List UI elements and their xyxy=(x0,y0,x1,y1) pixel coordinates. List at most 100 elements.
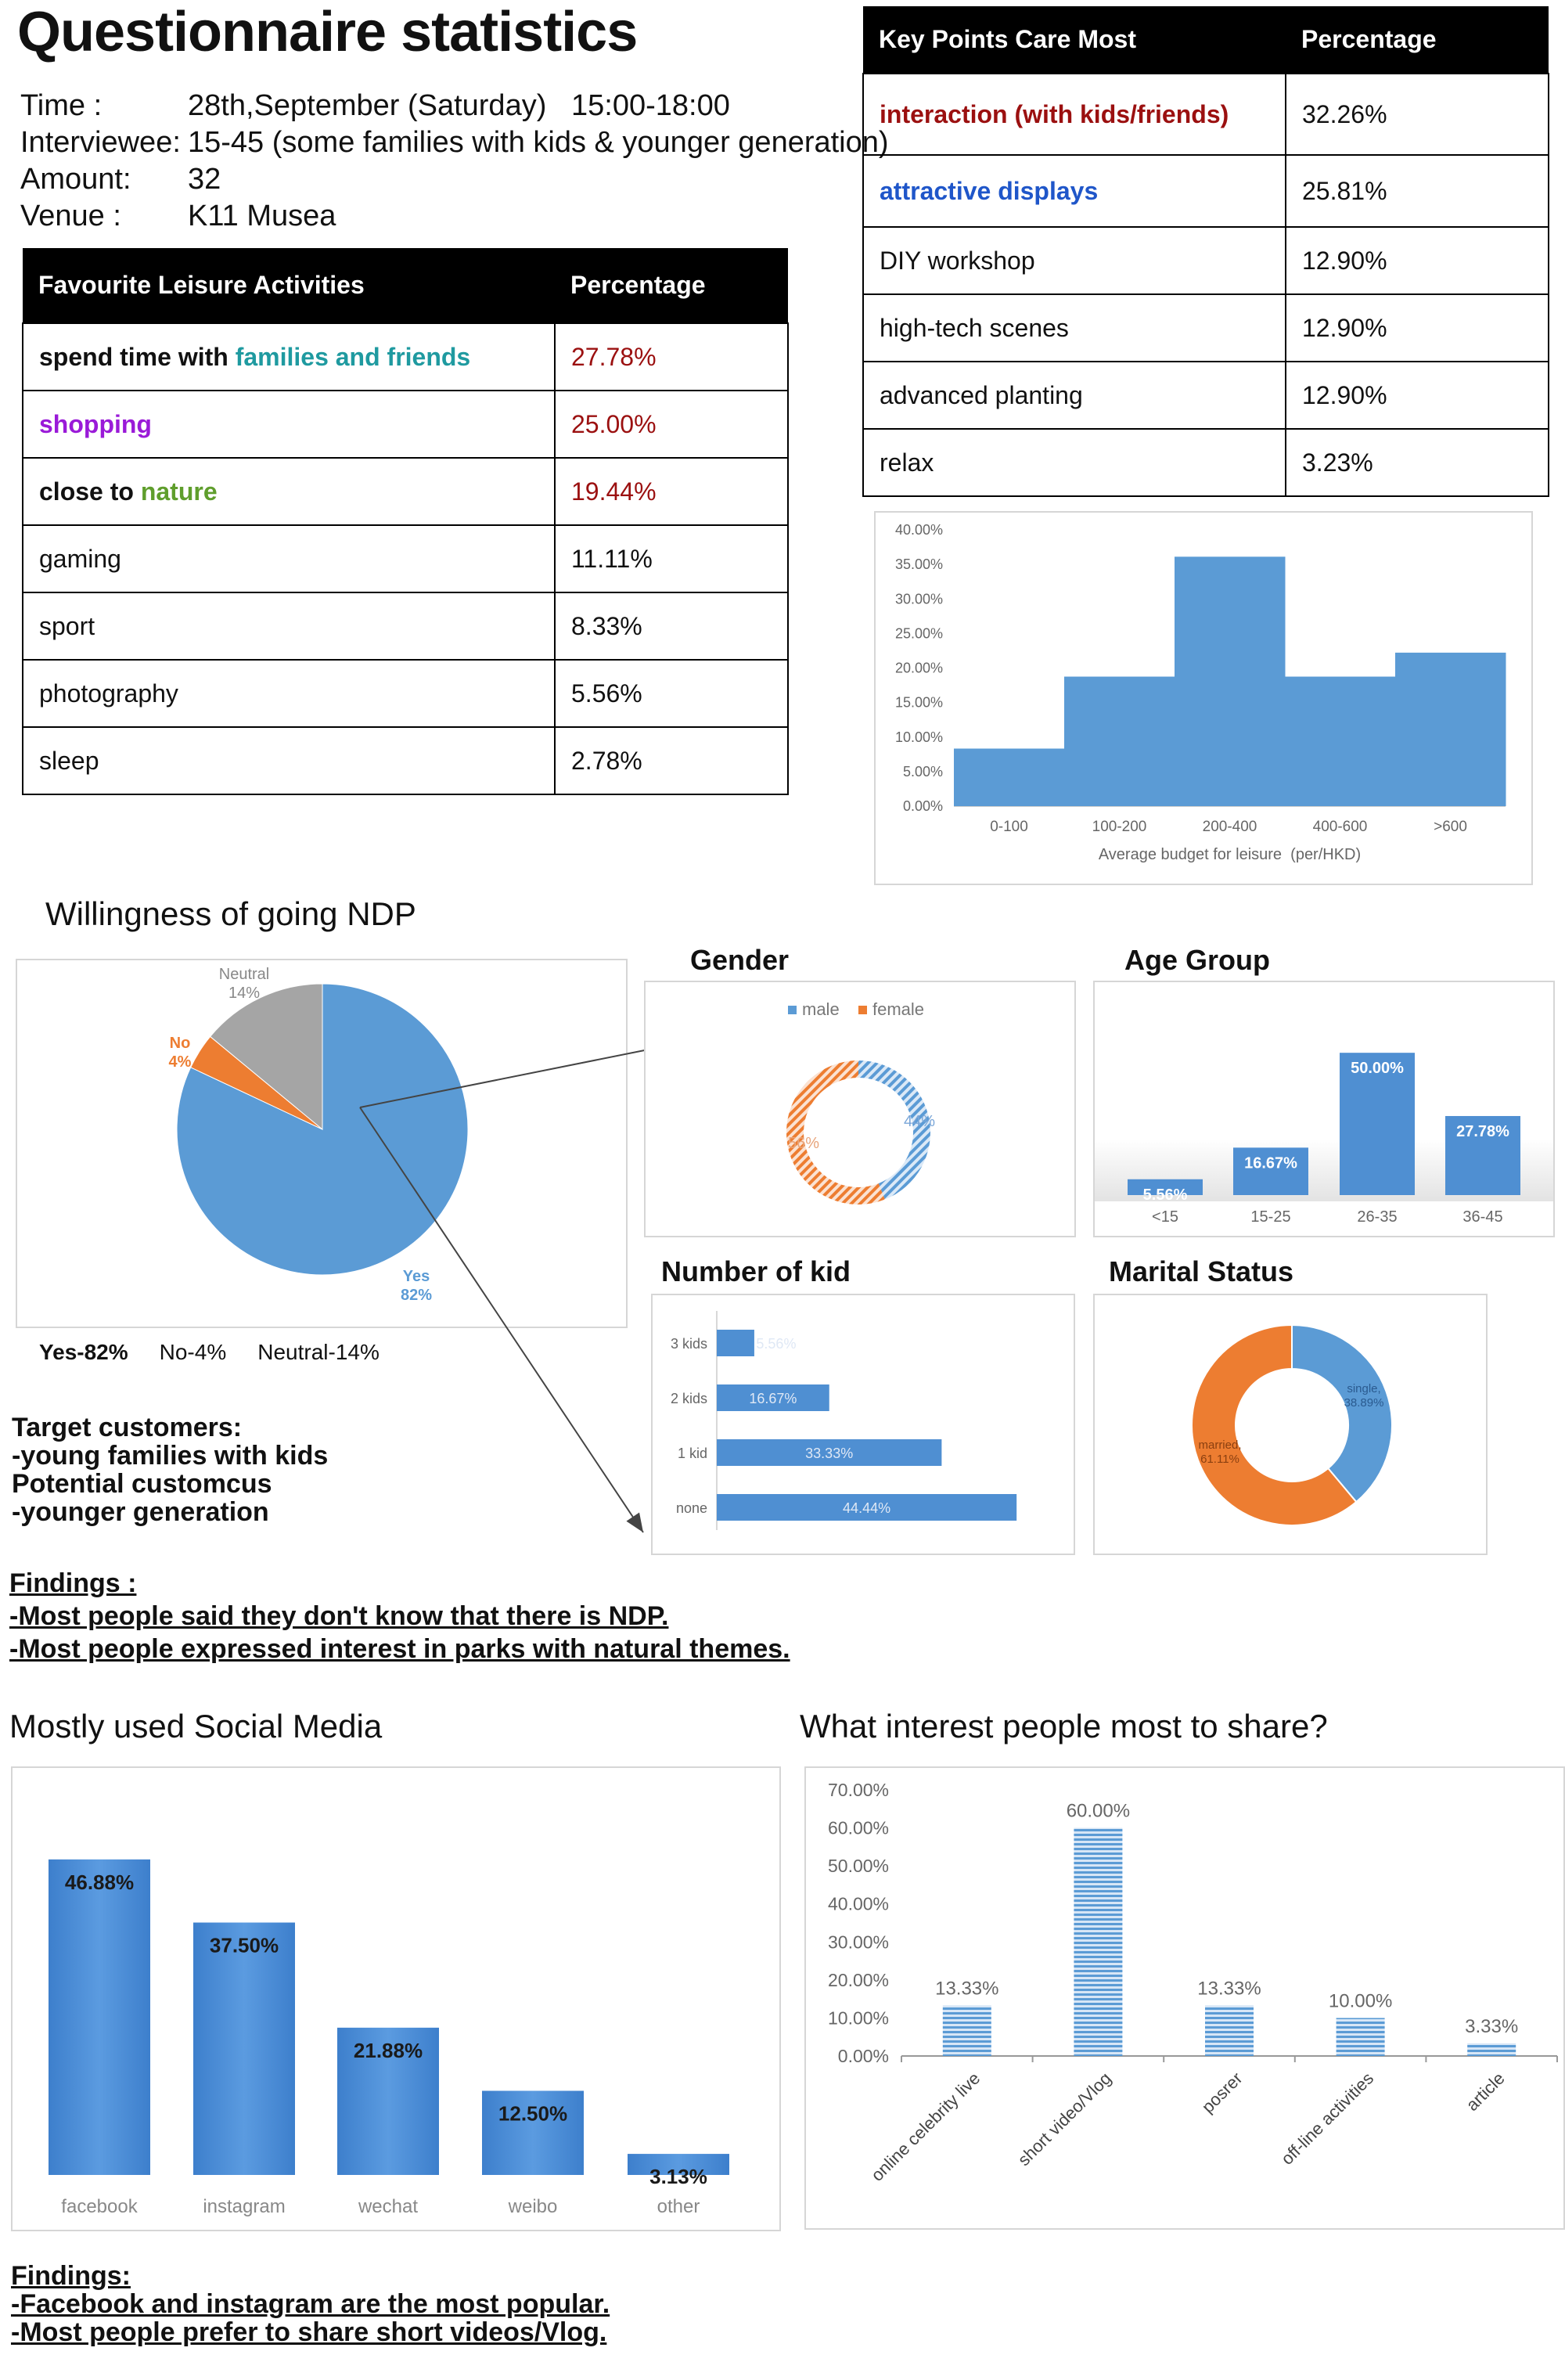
info-row-amount: Amount: 32 xyxy=(20,161,889,198)
share-chart-panel: 0.00% 10.00% 20.00% 30.00% 40.00% 50.00% 60.00… xyxy=(804,1766,1565,2230)
gender-slice-male xyxy=(858,1060,930,1200)
percentage-cell: 12.90% xyxy=(1285,361,1549,430)
y-tick-label: 40.00% xyxy=(895,522,943,538)
info-row-venue: Venue : K11 Musea xyxy=(20,198,889,235)
percentage-cell: 19.44% xyxy=(554,457,789,526)
social-category-label: wechat xyxy=(358,2196,418,2217)
social-bar-chart: 46.88% facebook 37.50% instagram 21.88% wecha… xyxy=(49,1859,729,2217)
slice-label: Neutral xyxy=(219,966,269,983)
y-tick-label: 35.00% xyxy=(895,556,943,572)
activity-cell: close to nature xyxy=(22,457,556,526)
age-bar xyxy=(1128,1179,1203,1195)
y-tick-label: 0.00% xyxy=(838,2046,889,2066)
kids-bar xyxy=(717,1494,1017,1521)
column-header: Favourite Leisure Activities xyxy=(23,248,555,323)
kids-title: Number of kid xyxy=(661,1255,851,1287)
keypoint-cell: high-tech scenes xyxy=(862,293,1286,362)
findings-line: Findings : xyxy=(9,1568,137,1598)
social-category-label: other xyxy=(657,2196,700,2217)
findings-line: -Most people said they don't know that t… xyxy=(9,1601,669,1631)
social-value-label: 46.88% xyxy=(65,1871,134,1894)
table-row: sport 8.33% xyxy=(22,592,789,661)
share-bar xyxy=(1205,2005,1254,2056)
activity-highlight: families and friends xyxy=(235,342,471,371)
x-tick-label: 0-100 xyxy=(990,819,1028,835)
table-row: shopping 25.00% xyxy=(22,390,789,459)
activity-cell: photography xyxy=(22,659,556,728)
activity-cell: shopping xyxy=(22,390,556,459)
kids-category-label: none xyxy=(676,1500,707,1516)
findings-social: Findings: -Facebook and instagram are th… xyxy=(11,2262,610,2346)
y-tick-label: 25.00% xyxy=(895,625,943,641)
info-row-interviewee: Interviewee: 15-45 (some families with ki… xyxy=(20,124,889,161)
legend-yes: Yes-82% xyxy=(39,1340,128,1364)
social-bar xyxy=(337,2027,439,2175)
share-bar xyxy=(942,2005,991,2056)
marital-label-single: single, xyxy=(1347,1382,1380,1395)
findings-line: -Most people prefer to share short video… xyxy=(11,2317,607,2347)
kids-chart-panel: 3 kids 5.56% 2 kids 16.67% 1 kid 33.33% none 44… xyxy=(651,1294,1075,1555)
page-title: Questionnaire statistics xyxy=(17,1,638,63)
share-value-label: 13.33% xyxy=(1197,1978,1261,1999)
y-tick-label: 70.00% xyxy=(828,1780,889,1800)
marital-title: Marital Status xyxy=(1109,1255,1294,1287)
willingness-title: Willingness of going NDP xyxy=(45,895,416,932)
share-category-label: article xyxy=(1462,2069,1509,2115)
y-tick-label: 15.00% xyxy=(895,695,943,711)
social-bar xyxy=(49,1859,150,2175)
table-row: high-tech scenes 12.90% xyxy=(862,293,1549,362)
activity-cell: sport xyxy=(22,592,556,661)
marital-donut-chart: single,38.89% married,61.11% xyxy=(1191,1323,1393,1526)
legend-label-female: female xyxy=(872,999,924,1019)
social-chart-panel: 46.88% facebook 37.50% instagram 21.88% wecha… xyxy=(11,1766,781,2231)
keypoint-cell: DIY workshop xyxy=(862,226,1286,295)
marital-chart-panel: single, 38.89% married, 61.11% xyxy=(1093,1294,1488,1555)
info-key: Time : xyxy=(20,89,103,122)
activity-highlight: nature xyxy=(140,477,218,506)
info-value: 28th,September (Saturday) 15:00-18:00 xyxy=(188,89,730,122)
percentage-cell: 25.00% xyxy=(554,390,789,459)
share-title: What interest people most to share? xyxy=(800,1708,1328,1744)
y-tick-label: 0.00% xyxy=(903,798,943,814)
info-value: K11 Musea xyxy=(188,200,336,232)
findings-ndp: Findings : -Most people said they don't … xyxy=(9,1567,790,1665)
age-bar xyxy=(1233,1147,1308,1195)
keypoints-table: Key Points Care Most Percentage interact… xyxy=(862,6,1549,497)
table-row: sleep 2.78% xyxy=(22,726,789,795)
social-value-label: 3.13% xyxy=(649,2165,707,2188)
age-bar xyxy=(1445,1115,1520,1195)
age-value-label: 16.67% xyxy=(1244,1154,1297,1172)
age-value-label: 27.78% xyxy=(1456,1123,1509,1140)
activity-text: spend time with xyxy=(39,342,236,371)
percentage-cell: 25.81% xyxy=(1285,154,1549,228)
legend-swatch-male xyxy=(788,1006,797,1014)
social-value-label: 12.50% xyxy=(498,2102,567,2126)
willingness-legend: Yes-82% No-4% Neutral-14% xyxy=(39,1340,380,1365)
table-row: photography 5.56% xyxy=(22,659,789,728)
keypoint-cell: advanced planting xyxy=(862,361,1286,430)
willingness-slice xyxy=(209,983,323,1131)
age-category-label: 26-35 xyxy=(1357,1208,1397,1226)
findings-line: Findings: xyxy=(11,2261,131,2291)
y-tick-label: 30.00% xyxy=(895,591,943,607)
kids-bar xyxy=(717,1330,754,1356)
willingness-chart-panel: Yes 82% No 4% Neutral 14% xyxy=(16,959,628,1328)
age-bar-chart: 5.56% <15 16.67% 15-25 50.00% 26-35 27.78% 36-4… xyxy=(1095,1053,1553,1226)
column-header: Key Points Care Most xyxy=(863,6,1286,74)
legend-no: No-4% xyxy=(159,1340,227,1364)
table-row: DIY workshop 12.90% xyxy=(862,226,1549,295)
target-line: Target customers: xyxy=(12,1413,243,1442)
table-row: close to nature 19.44% xyxy=(22,457,789,526)
percentage-cell: 12.90% xyxy=(1285,226,1549,295)
y-tick-label: 50.00% xyxy=(828,1856,889,1876)
share-value-label: 3.33% xyxy=(1465,2016,1518,2037)
share-bar xyxy=(1467,2043,1516,2056)
age-category-label: 36-45 xyxy=(1462,1208,1502,1226)
share-bar xyxy=(1074,1827,1123,2056)
legend-label-male: male xyxy=(802,999,840,1019)
gender-title: Gender xyxy=(690,944,790,976)
share-value-label: 60.00% xyxy=(1067,1801,1130,1822)
gender-slice-female xyxy=(786,1060,885,1204)
table-row: relax 3.23% xyxy=(862,428,1549,497)
x-tick-label: 200-400 xyxy=(1203,819,1257,835)
